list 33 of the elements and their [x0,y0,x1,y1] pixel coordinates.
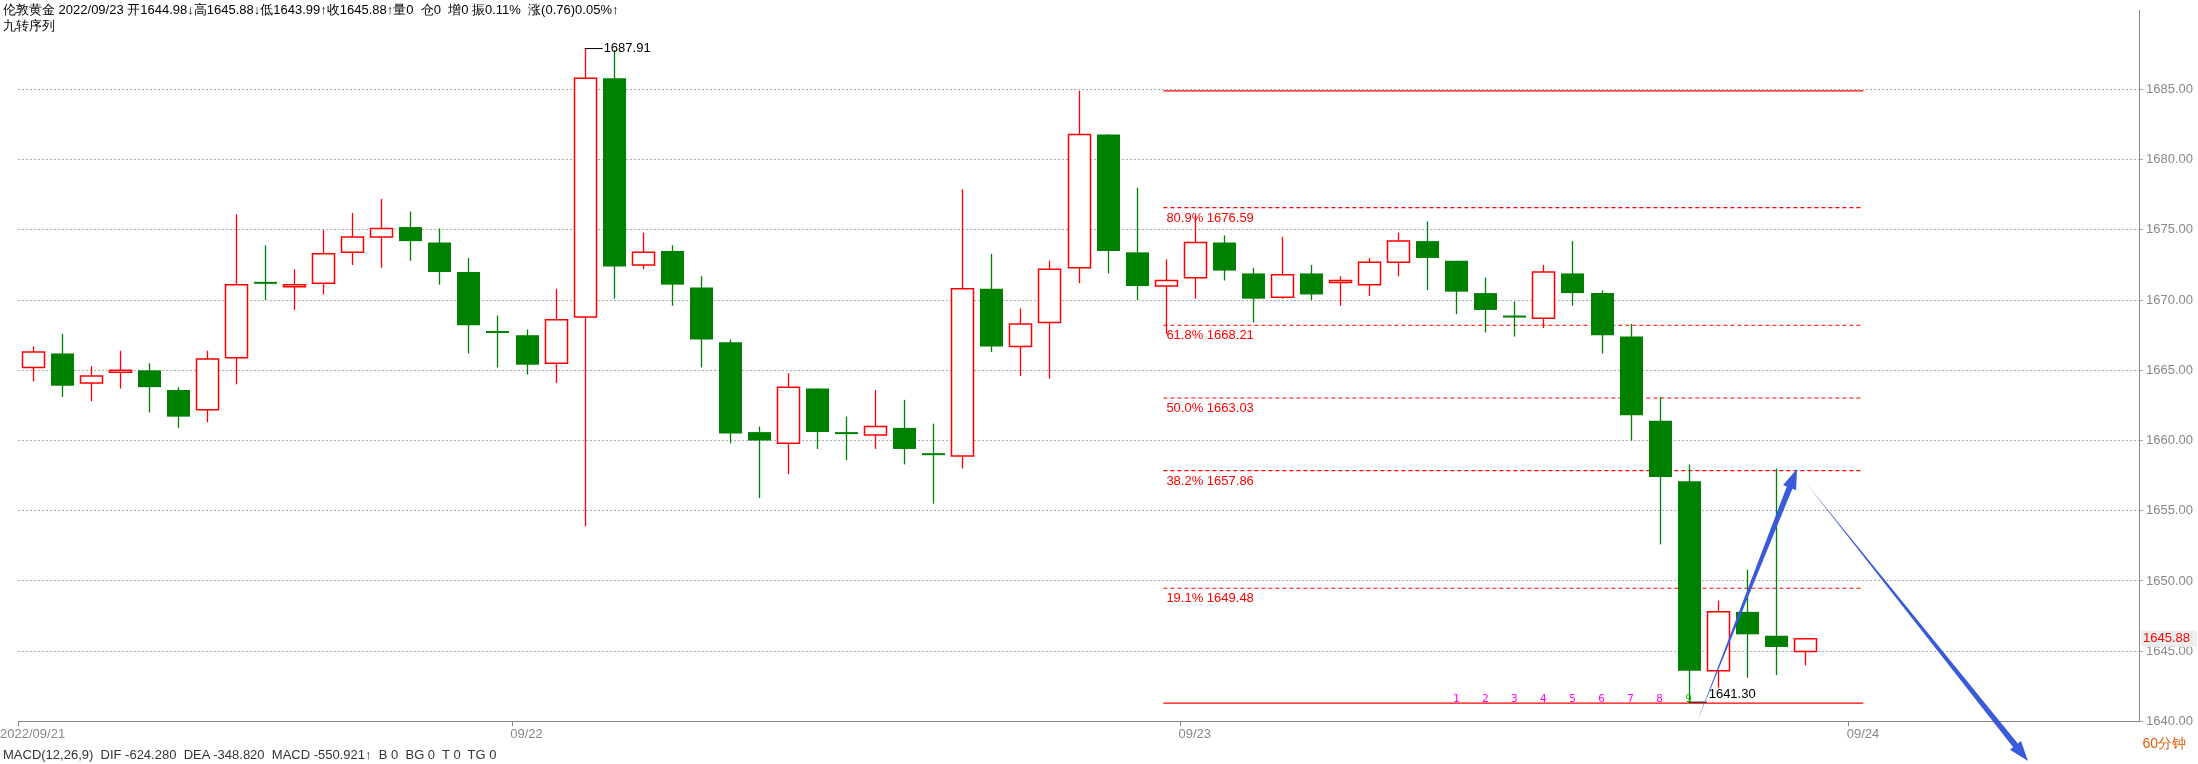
ref-line-label: 50.0% 1663.03 [1166,400,1254,416]
annotation: 1 [1452,692,1460,706]
y-tick-label: 1675.00 [2146,221,2194,237]
x-tick-label: 09/24 [1846,725,1880,741]
x-tick-label: 09/23 [1178,725,1212,741]
annotation: 6 [1598,692,1605,706]
y-tick-label: 1655.00 [2146,502,2194,518]
ref-line-label: 38.2% 1657.86 [1166,472,1254,488]
annotation: 3 [1511,692,1518,706]
text: MACD(12,26,9) DIF -624.280 DEA -348.820 MACD -550.921↑ B 0 BG 0 T 0 TG 0 [3,747,497,762]
annotation: 2 [1481,692,1489,706]
annotation: 1687.91 [603,40,651,56]
y-tick-label: 1640.00 [2146,712,2194,728]
annotation: 5 [1569,692,1576,706]
ref-line-label: 61.8% 1668.21 [1166,327,1254,343]
y-tick-label: 1670.00 [2146,291,2194,307]
annotation: 9 [1685,692,1692,706]
x-tick-label: 09/22 [510,725,543,741]
y-tick-label: 1650.00 [2146,572,2194,588]
ref-line-label: 19.1% 1649.48 [1166,590,1254,606]
annotation: 7 [1627,692,1634,706]
annotation: 8 [1656,692,1663,706]
y-tick-label: 1680.00 [2146,151,2194,167]
annotation: 1641.30 [1708,686,1756,702]
chart-title: 伦敦黄金 2022/09/23 开1644.98↓高1645.88↓低1643.99↑收1645.88↑量0 仓0 增0 振0.11% 涨(0.76)0.05%↑ [3,1,619,19]
annotation: 4 [1540,692,1548,706]
ref-line-label: 80.9% 1676.59 [1166,209,1254,225]
text: 60分钟 [2142,735,2186,753]
y-tick-label: 1685.00 [2146,81,2194,97]
y-tick-label: 1660.00 [2146,432,2194,448]
y-tick-label: 1665.00 [2146,361,2194,377]
text: 九转序列 [3,17,55,35]
x-tick-label: 2022/09/21 [0,725,66,741]
